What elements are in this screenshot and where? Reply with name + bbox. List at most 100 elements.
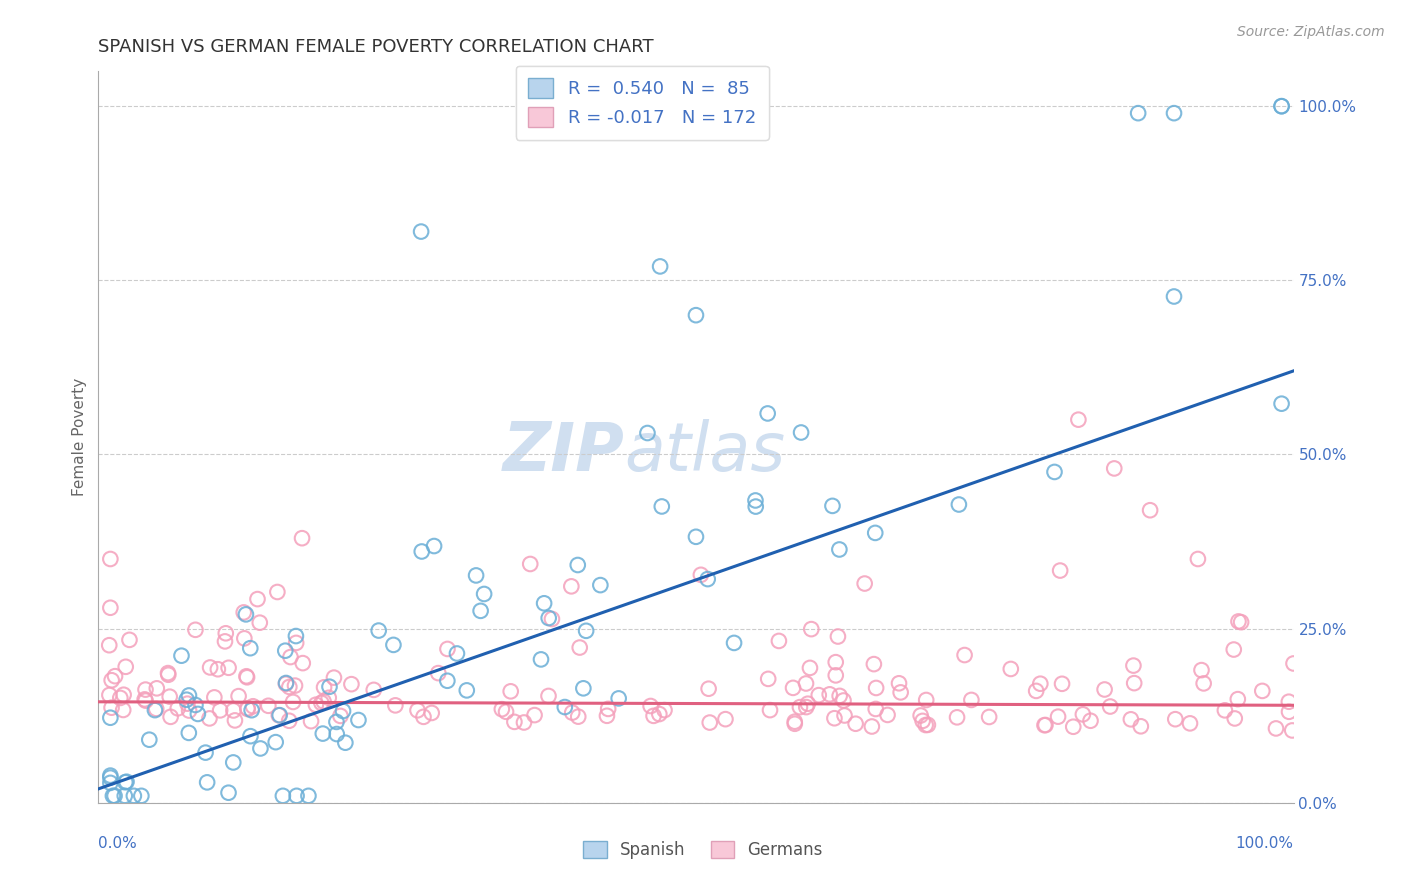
Point — [214, 634, 236, 648]
Point — [166, 701, 188, 715]
Point — [284, 629, 307, 643]
Point — [560, 579, 582, 593]
Point — [312, 681, 335, 695]
Point — [436, 673, 458, 688]
Point — [236, 670, 259, 684]
Point — [269, 708, 291, 723]
Point — [828, 542, 851, 557]
Point — [1043, 465, 1066, 479]
Point — [332, 704, 354, 718]
Point — [101, 789, 124, 803]
Point — [1191, 663, 1213, 677]
Point — [860, 719, 883, 733]
Point — [799, 661, 821, 675]
Point — [1178, 716, 1201, 731]
Point — [103, 789, 125, 803]
Point — [783, 716, 806, 731]
Point — [198, 711, 221, 725]
Point — [176, 697, 198, 711]
Point — [821, 499, 844, 513]
Point — [1164, 712, 1187, 726]
Point — [187, 706, 209, 721]
Point — [135, 693, 157, 707]
Point — [170, 648, 193, 663]
Point — [1049, 564, 1071, 578]
Point — [1192, 676, 1215, 690]
Point — [98, 688, 121, 702]
Point — [274, 676, 297, 690]
Point — [278, 680, 301, 694]
Point — [98, 769, 122, 783]
Point — [598, 702, 620, 716]
Point — [1071, 707, 1094, 722]
Point — [1122, 658, 1144, 673]
Point — [1187, 552, 1209, 566]
Point — [177, 689, 200, 703]
Point — [325, 727, 347, 741]
Point — [794, 700, 817, 714]
Text: ZIP: ZIP — [502, 418, 624, 484]
Point — [202, 690, 225, 705]
Point — [233, 632, 256, 646]
Point — [1000, 662, 1022, 676]
Point — [134, 692, 156, 706]
Point — [637, 425, 659, 440]
Point — [411, 544, 433, 558]
Point — [1099, 699, 1122, 714]
Point — [567, 558, 589, 572]
Point — [824, 668, 846, 682]
Point — [271, 789, 294, 803]
Point — [284, 679, 307, 693]
Point — [499, 684, 522, 698]
Point — [685, 530, 707, 544]
Point — [823, 711, 845, 725]
Point — [465, 568, 488, 582]
Point — [131, 789, 153, 803]
Point — [446, 647, 468, 661]
Point — [561, 706, 583, 720]
Point — [723, 636, 745, 650]
Point — [285, 789, 308, 803]
Point — [222, 756, 245, 770]
Point — [643, 709, 665, 723]
Text: 0.0%: 0.0% — [98, 836, 138, 851]
Point — [325, 714, 347, 729]
Point — [1080, 714, 1102, 728]
Point — [1227, 615, 1250, 629]
Point — [156, 666, 179, 681]
Point — [239, 641, 262, 656]
Point — [503, 714, 526, 729]
Point — [363, 682, 385, 697]
Point — [114, 660, 136, 674]
Point — [98, 638, 121, 652]
Point — [696, 572, 718, 586]
Text: Source: ZipAtlas.com: Source: ZipAtlas.com — [1237, 25, 1385, 39]
Point — [412, 710, 434, 724]
Point — [112, 688, 135, 702]
Point — [689, 567, 711, 582]
Point — [323, 671, 346, 685]
Point — [756, 407, 779, 421]
Text: 100.0%: 100.0% — [1236, 836, 1294, 851]
Y-axis label: Female Poverty: Female Poverty — [72, 378, 87, 496]
Point — [915, 693, 938, 707]
Point — [114, 789, 136, 803]
Point — [1265, 722, 1288, 736]
Point — [311, 696, 333, 710]
Point — [236, 701, 259, 715]
Point — [818, 687, 841, 701]
Point — [1129, 719, 1152, 733]
Point — [910, 708, 932, 723]
Legend: Spanish, Germans: Spanish, Germans — [576, 834, 830, 866]
Point — [305, 698, 328, 712]
Point — [960, 693, 983, 707]
Point — [406, 703, 429, 717]
Point — [1278, 705, 1301, 719]
Point — [1281, 723, 1303, 738]
Point — [495, 705, 517, 719]
Point — [914, 718, 936, 732]
Point — [1067, 412, 1090, 426]
Point — [513, 715, 536, 730]
Point — [281, 695, 304, 709]
Point — [184, 698, 207, 712]
